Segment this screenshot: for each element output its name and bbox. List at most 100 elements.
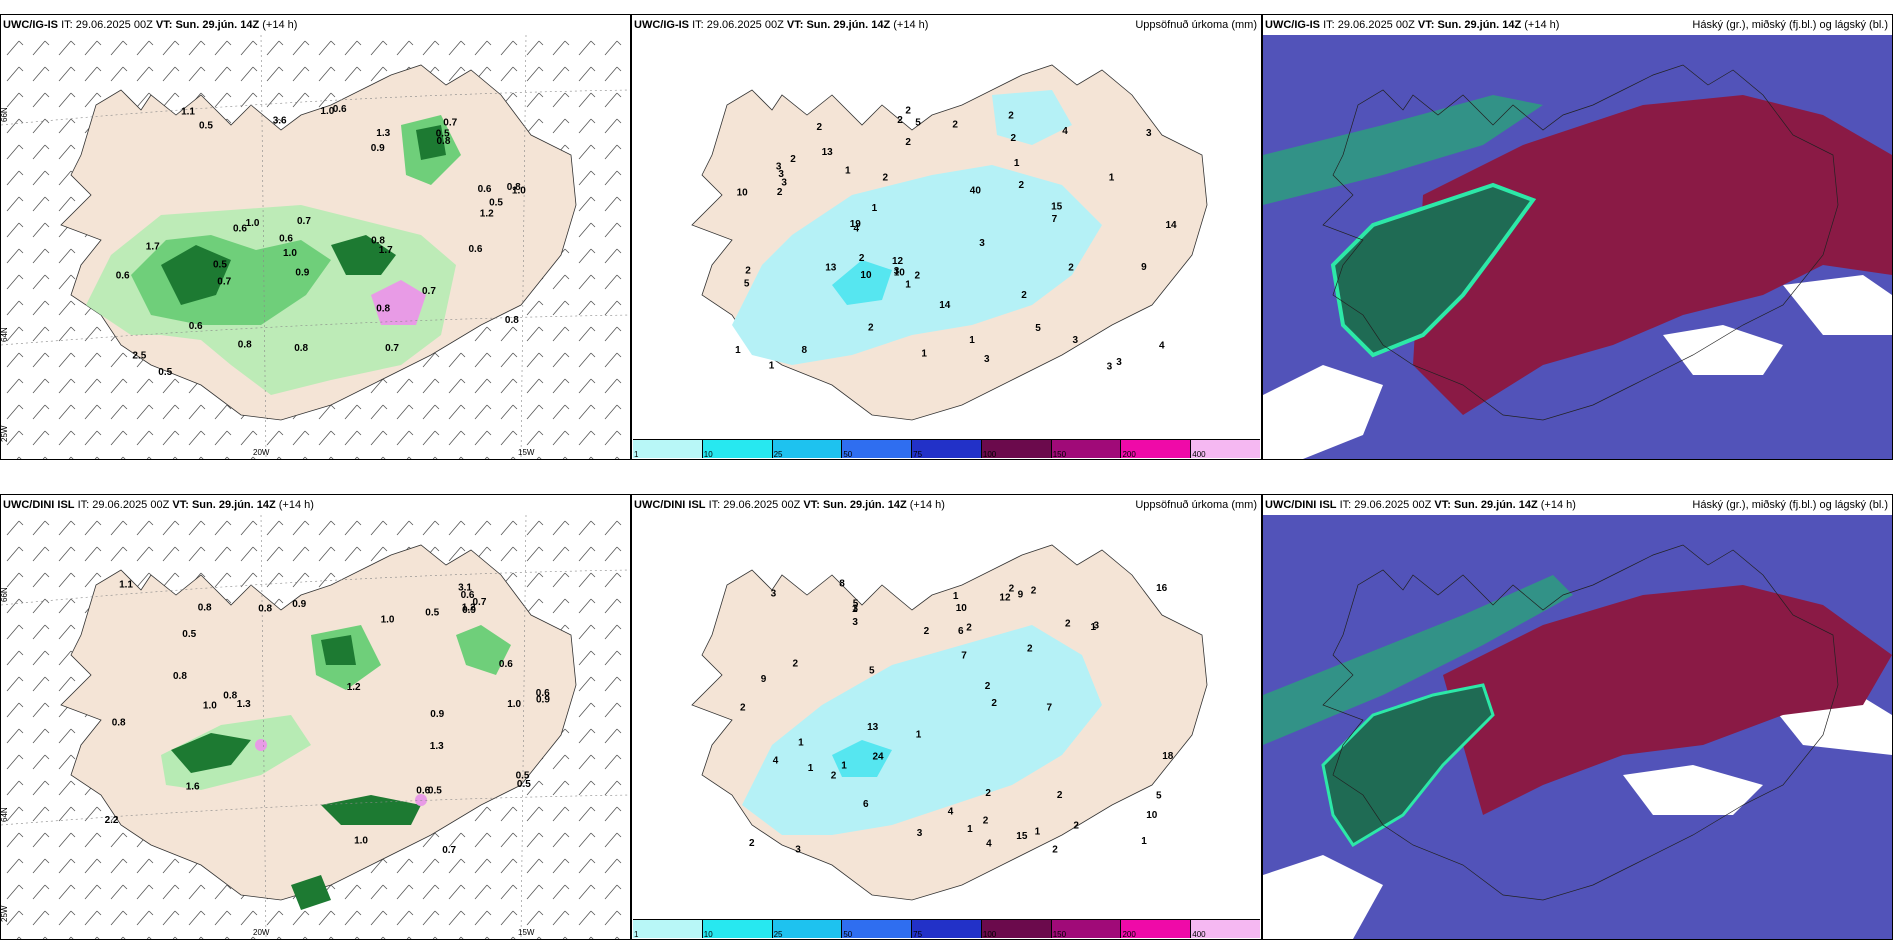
precip-value-label: 5 — [869, 666, 875, 677]
precip-value-label: 0.8 — [198, 603, 212, 614]
precip-value-label: 2 — [1065, 618, 1071, 629]
precip-value-label: 10 — [894, 268, 906, 279]
precip-value-label: 0.7 — [443, 118, 457, 129]
precip-value-label: 0.6 — [469, 244, 483, 255]
colorbar-swatch: 400 — [1191, 920, 1261, 939]
precip-value-label: 0.7 — [217, 277, 231, 288]
precip-value-label: 10 — [860, 270, 872, 281]
precip-value-label: 0.9 — [430, 709, 444, 720]
colorbar-tick: 25 — [773, 930, 783, 939]
precip-value-label: 0.9 — [462, 605, 476, 616]
precip-value-label: 9 — [1018, 590, 1024, 601]
colorbar-swatch: 150 — [1051, 920, 1122, 939]
precip-value-label: 1 — [769, 360, 775, 371]
precip-value-label: 0.7 — [473, 597, 487, 608]
precip-value-label: 1.2 — [462, 602, 476, 613]
precip-value-label: 2 — [985, 788, 991, 799]
precip-value-label: 3 — [1107, 361, 1113, 372]
precip-value-label: 1 — [1014, 158, 1020, 169]
precip-value-label: 1.0 — [507, 699, 521, 710]
precip-value-label: 1.7 — [146, 242, 160, 253]
precip-value-label: 1 — [921, 349, 927, 360]
precip-value-label: 2 — [868, 322, 874, 333]
precip-value-label: 3 — [795, 845, 801, 856]
lon-label-25: 25W — [1, 425, 9, 442]
colorbar-tick: 150 — [1052, 450, 1067, 459]
precip-value-label: 2 — [1027, 644, 1033, 655]
clear-area-2 — [1663, 325, 1783, 375]
colorbar-tick: 400 — [1192, 450, 1206, 459]
colorbar-swatch: 1 — [633, 440, 703, 459]
clear-area-3 — [1783, 275, 1892, 335]
precip-value-label: 0.7 — [297, 216, 311, 227]
precip-value-label: 2 — [1057, 790, 1063, 801]
precip-value-label: 8 — [802, 345, 808, 356]
precip-value-label: 1.6 — [186, 782, 200, 793]
colorbar-tick: 1 — [634, 930, 639, 939]
precip-value-label: 4 — [986, 839, 992, 850]
precip-value-label: 1 — [808, 763, 814, 774]
precip-value-label: 0.5 — [516, 771, 530, 782]
colorbar-tick: 25 — [773, 450, 783, 459]
colorbar-tick: 200 — [1122, 450, 1136, 459]
precip-value-label: 15 — [1016, 831, 1028, 842]
precip-value-label: 1.0 — [283, 248, 297, 259]
iceland-outline — [1322, 64, 1839, 421]
precip-value-label: 7 — [1052, 214, 1058, 225]
panel-bottom-right: UWC/DINI ISL IT: 29.06.2025 00Z VT: Sun.… — [1262, 494, 1893, 940]
accum-precip-map: 2123211232233342315102141094013121981014… — [691, 64, 1208, 421]
precip-value-label: 1 — [1091, 622, 1097, 633]
precip-value-label: 0.6 — [416, 785, 430, 796]
precip-value-label: 1 — [798, 737, 804, 748]
colorbar-swatch: 200 — [1121, 920, 1192, 939]
high-cloud-band — [1263, 575, 1573, 745]
precip-value-label: 0.6 — [536, 688, 550, 699]
precip-value-label: 1.2 — [480, 208, 494, 219]
colorbar-tick: 75 — [913, 930, 923, 939]
precip-field — [161, 625, 511, 910]
iceland-land — [60, 544, 577, 901]
panel-top-left: UWC/IG-IS IT: 29.06.2025 00Z VT: Sun. 29… — [0, 14, 631, 460]
colorbar-tick: 10 — [703, 930, 713, 939]
precip-value-label: 3 — [1073, 335, 1079, 346]
colorbar-tick: 50 — [843, 450, 853, 459]
precip-value-label: 1 — [967, 824, 973, 835]
lat-label-64: 64N — [1, 807, 9, 822]
mid-cloud-field — [1413, 95, 1892, 415]
precip-value-label: 3.1 — [458, 583, 472, 594]
lon-label-15: 15W — [518, 928, 535, 937]
precip-value-label: 3 — [894, 266, 900, 277]
wind-precip-map: 66N 64N 25W 20W 15W 0.50.60.90.80.9 0.71.… — [1, 515, 630, 939]
precip-value-label: 2 — [1052, 844, 1058, 855]
colorbar-swatch: 75 — [912, 440, 982, 459]
lon-label-20: 20W — [253, 928, 270, 937]
colorbar-swatch: 10 — [702, 920, 773, 939]
colorbar-tick: 1 — [634, 450, 639, 459]
precip-value-label: 2 — [915, 271, 921, 282]
precip-value-label: 2 — [924, 626, 930, 637]
graticule — [1, 35, 630, 459]
precip-value-label: 1.0 — [320, 106, 334, 117]
precip-value-label: 1.3 — [430, 741, 444, 752]
colorbar-swatch: 25 — [772, 920, 843, 939]
precip-value-label: 2 — [749, 838, 755, 849]
precip-value-label: 2 — [1021, 290, 1027, 301]
precip-value-label: 12 — [892, 256, 904, 267]
precip-value-label: 14 — [939, 300, 951, 311]
clear-area-2 — [1623, 765, 1763, 815]
precip-value-label: 1.1 — [181, 106, 195, 117]
colorbar-swatch: 50 — [842, 440, 913, 459]
precip-value-label: 2 — [740, 703, 746, 714]
panel-top-middle: UWC/IG-IS IT: 29.06.2025 00Z VT: Sun. 29… — [631, 14, 1262, 460]
precip-value-label: 3 — [781, 178, 787, 189]
precip-value-label: 0.5 — [489, 198, 503, 209]
precip-value-label: 2 — [952, 120, 958, 131]
precip-value-label: 4 — [854, 224, 860, 235]
precip-value-label: 2 — [1009, 583, 1015, 594]
mid-cloud-field — [1443, 585, 1892, 815]
colorbar-swatch: 25 — [772, 440, 843, 459]
precip-value-label: 2 — [883, 172, 889, 183]
precip-value-label: 2 — [985, 681, 991, 692]
